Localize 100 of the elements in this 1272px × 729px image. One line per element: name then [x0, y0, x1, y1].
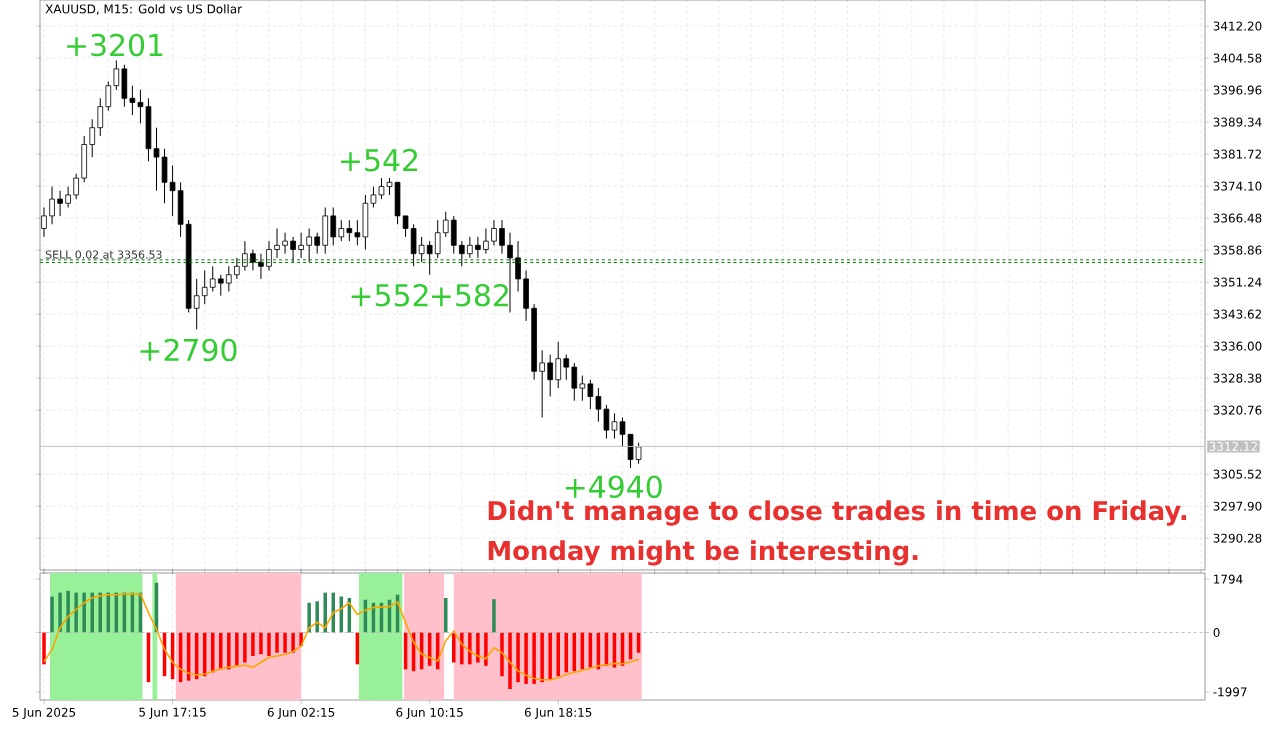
candlestick	[442, 211, 449, 238]
x-tick-label: 6 Jun 10:15	[396, 707, 463, 720]
bar	[460, 632, 464, 665]
candlestick	[475, 236, 481, 259]
y-tick-label: 3374.10	[1213, 181, 1262, 191]
candlestick	[282, 232, 288, 255]
bar	[90, 592, 94, 633]
candlestick	[499, 219, 505, 255]
y-tick-label: 0	[1213, 627, 1220, 638]
x-tick-label: 6 Jun 02:15	[267, 707, 335, 720]
candlestick	[547, 354, 554, 398]
x-tick-label: 6 Jun 18:15	[524, 707, 592, 720]
x-tick-label: 5 Jun 2025	[12, 707, 76, 720]
candlestick	[57, 190, 63, 217]
candlestick	[426, 240, 433, 276]
y-tick-label: 3389.34	[1213, 117, 1262, 127]
candlestick	[193, 278, 200, 330]
candlestick	[434, 219, 441, 259]
candlestick	[579, 375, 586, 402]
candlestick	[137, 89, 144, 124]
y-tick-label: 1794	[1214, 574, 1243, 584]
candlestick	[290, 236, 296, 263]
candlestick	[346, 219, 353, 242]
candlestick	[587, 379, 594, 410]
candlestick	[330, 207, 337, 246]
candlestick	[105, 80, 112, 112]
y-tick-label: 3290.28	[1213, 533, 1262, 543]
candlestick	[418, 236, 425, 263]
candlestick	[515, 240, 521, 292]
y-tick-label: 3320.76	[1213, 405, 1262, 415]
annotation: +3201	[67, 33, 163, 57]
candlestick	[507, 232, 513, 314]
bar	[66, 590, 70, 633]
y-tick-label: 3336.00	[1213, 341, 1262, 351]
candlestick	[258, 253, 264, 280]
bar	[323, 592, 327, 633]
candlestick	[539, 349, 545, 419]
candlestick	[635, 442, 642, 465]
annotation: Didn't manage to close trades in time on Friday.	[488, 500, 1187, 526]
bar	[315, 601, 319, 633]
candlestick	[73, 173, 79, 200]
annotation: Monday might be interesting.	[488, 540, 918, 566]
y-tick-label: -1997	[1213, 687, 1247, 697]
ref-line-label: 3312.12	[1209, 441, 1257, 451]
bar	[492, 599, 496, 633]
candlestick	[250, 249, 256, 271]
candlestick	[603, 404, 610, 440]
candlestick	[314, 232, 320, 255]
y-tick-label: 3404.58	[1213, 53, 1262, 63]
y-tick-label: 3343.62	[1213, 309, 1262, 319]
bar	[524, 632, 528, 684]
candlestick	[491, 219, 497, 246]
annotation: +4940	[565, 475, 662, 499]
candlestick	[298, 232, 304, 259]
candlestick	[201, 270, 208, 305]
bar	[219, 632, 223, 670]
bar	[58, 592, 62, 633]
y-tick-label: 3366.48	[1213, 213, 1262, 223]
bar	[468, 632, 472, 665]
candlestick	[274, 228, 280, 259]
candlestick	[402, 215, 409, 238]
bar	[74, 592, 78, 633]
bar	[452, 632, 456, 663]
bar	[82, 592, 86, 633]
candlestick	[483, 228, 489, 255]
annotation: +2790	[140, 338, 237, 362]
bar	[235, 632, 239, 666]
bar	[227, 632, 231, 670]
candlestick	[595, 387, 602, 423]
bar	[243, 632, 247, 663]
candlestick	[169, 164, 176, 217]
candlestick	[459, 240, 465, 267]
bar	[540, 632, 544, 683]
candlestick	[563, 354, 570, 381]
y-tick-label: 3351.24	[1213, 277, 1262, 287]
annotation: +582	[432, 283, 508, 307]
y-tick-label: 3328.38	[1213, 373, 1262, 383]
candlestick	[113, 59, 120, 91]
bar	[283, 632, 287, 653]
chart-title: XAUUSD, M15: Gold vs US Dollar	[45, 4, 243, 15]
bar	[476, 632, 480, 663]
candlestick	[571, 362, 578, 402]
candlestick	[209, 265, 216, 292]
bar	[42, 632, 46, 665]
bar	[500, 632, 504, 677]
x-tick-label: 5 Jun 17:15	[139, 707, 206, 719]
candlestick	[65, 185, 71, 208]
bar	[267, 632, 271, 656]
candlestick	[338, 219, 345, 242]
bar	[556, 632, 560, 677]
candlestick	[370, 185, 377, 208]
candlestick	[226, 265, 232, 292]
candlestick	[49, 185, 55, 225]
candlestick	[467, 236, 473, 259]
candlestick	[97, 97, 104, 137]
candlestick	[129, 85, 136, 116]
candlestick	[354, 219, 361, 246]
annotation: +552	[351, 283, 428, 307]
candlestick	[555, 341, 562, 389]
y-tick-label: 3412.20	[1213, 21, 1262, 31]
